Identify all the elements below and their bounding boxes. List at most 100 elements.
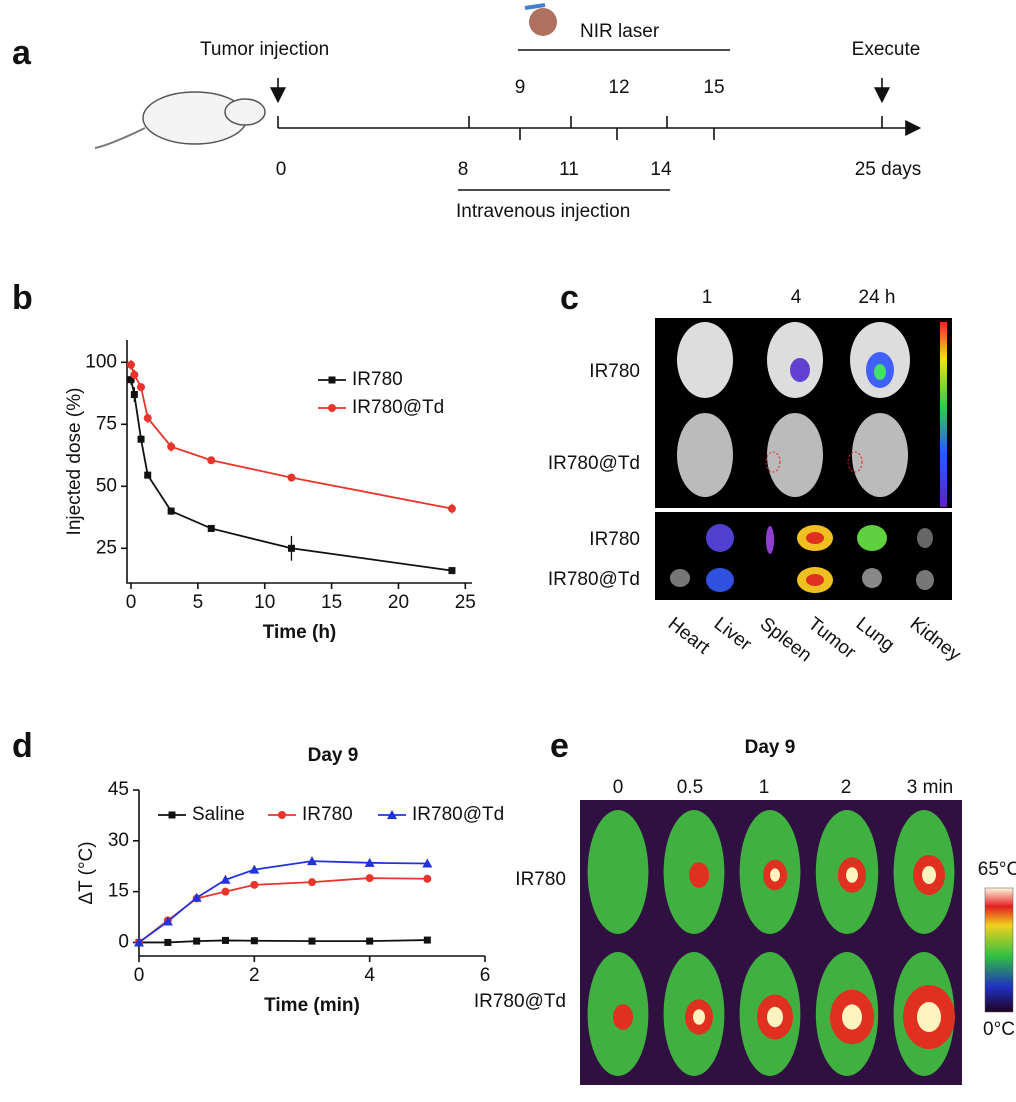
thermal-core	[917, 1002, 941, 1032]
y-tick-label: 25	[96, 537, 117, 558]
marker	[191, 892, 202, 902]
x-tick-label: 25	[455, 592, 476, 613]
series-line	[139, 939, 428, 944]
row-label: IR780@Td	[548, 569, 640, 590]
legend-label: IR780@Td	[352, 397, 444, 418]
y-axis-label: Injected dose (%)	[64, 388, 85, 536]
legend-label: IR780@Td	[412, 804, 504, 825]
panel-label: c	[560, 279, 579, 317]
marker	[167, 442, 176, 451]
time-label: 0.5	[677, 777, 703, 798]
panel-label: e	[550, 727, 569, 765]
marker	[308, 937, 316, 945]
marker	[137, 435, 145, 443]
marker	[307, 856, 317, 866]
marker	[221, 887, 230, 896]
x-tick-label: 6	[480, 965, 491, 986]
day-label: 9	[515, 77, 526, 98]
series-line	[130, 379, 453, 572]
x-tick-label: 10	[254, 592, 275, 613]
y-tick-label: 15	[108, 881, 129, 902]
marker	[207, 524, 215, 532]
marker	[222, 936, 229, 944]
timeline-label: NIR laser	[580, 21, 660, 42]
series-line	[138, 860, 428, 944]
marker	[366, 937, 374, 945]
marker	[137, 383, 146, 392]
marker	[127, 376, 135, 384]
day-label: 12	[608, 77, 629, 98]
organ-label: Spleen	[756, 613, 816, 666]
row-label: IR780@Td	[548, 453, 640, 474]
legend-label: Saline	[192, 804, 245, 825]
panel-label: b	[12, 279, 33, 317]
marker	[364, 857, 375, 867]
thermal-core	[767, 1006, 783, 1028]
x-tick-label: 0	[134, 965, 145, 986]
x-tick-label: 5	[193, 592, 204, 613]
time-label: 0	[613, 777, 624, 798]
x-axis-label: Time (h)	[263, 622, 337, 643]
marker	[193, 937, 201, 945]
thermal-body	[587, 810, 649, 934]
marker	[447, 504, 456, 513]
time-label: 1	[702, 287, 713, 308]
marker	[365, 874, 374, 883]
thermal-core	[770, 868, 780, 882]
marker	[162, 916, 173, 926]
marker	[127, 360, 136, 369]
marker	[423, 936, 431, 944]
x-tick-label: 15	[321, 592, 342, 613]
marker	[134, 937, 144, 947]
marker	[250, 937, 258, 945]
row-label: IR780	[589, 529, 640, 550]
day-label: 0	[276, 159, 287, 180]
marker	[130, 391, 138, 399]
y-axis-label: ΔT (°C)	[76, 841, 97, 904]
x-tick-label: 4	[364, 965, 375, 986]
marker	[422, 858, 433, 868]
marker	[287, 544, 295, 552]
y-tick-label: 75	[96, 413, 117, 434]
marker	[328, 404, 336, 412]
organ-label: Heart	[664, 613, 714, 659]
marker	[168, 811, 176, 819]
day-label: 15	[703, 77, 724, 98]
panel-label: d	[12, 727, 33, 765]
y-tick-label: 45	[108, 779, 129, 800]
day-label: 25 days	[855, 159, 922, 180]
marker	[167, 507, 175, 515]
panel-label: a	[12, 34, 32, 72]
marker	[143, 414, 152, 423]
thermal-spot	[689, 862, 709, 888]
imaging-c	[655, 318, 952, 600]
thermal-core	[842, 1004, 862, 1030]
legend-label: IR780	[352, 369, 403, 390]
day-label: 8	[458, 159, 469, 180]
x-axis-label: Time (min)	[264, 995, 360, 1016]
y-tick-label: 30	[108, 830, 129, 851]
axis-line	[126, 340, 472, 584]
day-label: 11	[559, 159, 579, 180]
time-label: 24 h	[859, 287, 896, 308]
organ-label: Tumor	[804, 613, 860, 663]
thermal-core	[922, 866, 936, 884]
marker	[308, 878, 316, 887]
organ-label: Kidney	[906, 613, 965, 666]
row-label: IR780	[589, 361, 640, 382]
timeline-label: Execute	[852, 39, 921, 60]
thermal-core	[846, 867, 858, 883]
x-tick-label: 20	[388, 592, 409, 613]
marker	[448, 567, 456, 575]
chart-title: Day 9	[308, 745, 359, 766]
chart-title: Day 9	[745, 737, 796, 758]
thermal-spot	[613, 1004, 633, 1030]
y-tick-label: 50	[96, 475, 117, 496]
time-label: 1	[759, 777, 770, 798]
marker	[387, 810, 397, 819]
marker	[164, 938, 172, 946]
marker	[249, 864, 260, 874]
thermal-core	[693, 1009, 705, 1025]
